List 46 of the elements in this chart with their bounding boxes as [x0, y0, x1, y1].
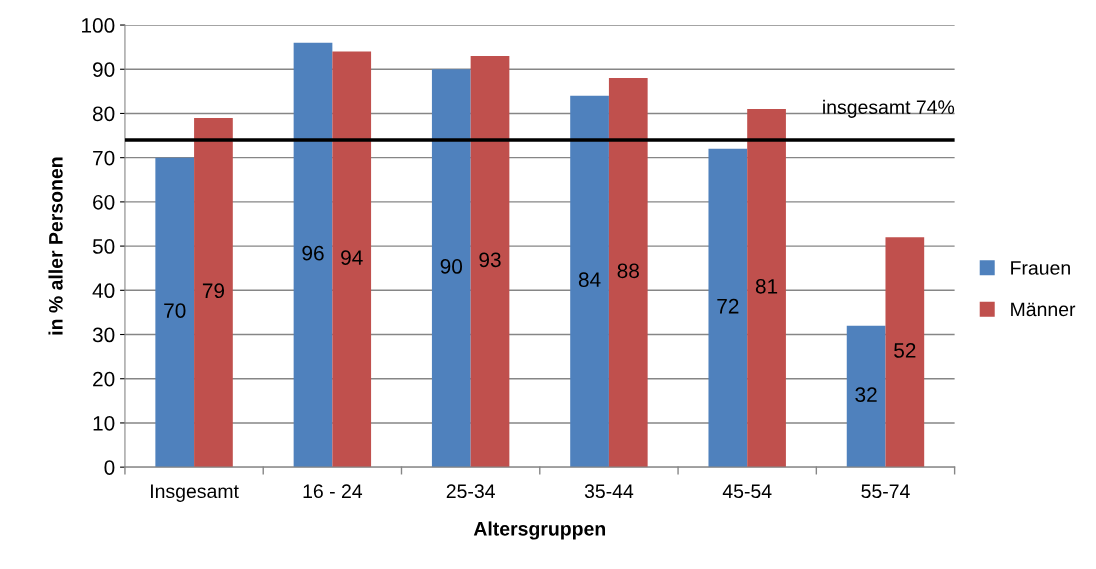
- data-label: 70: [164, 303, 186, 318]
- legend-label: Frauen: [1011, 261, 1070, 275]
- y-tick-label: 70: [93, 150, 115, 166]
- ref-line-label: insgesamt 74%: [823, 99, 955, 118]
- y-tick-label: 30: [92, 327, 115, 343]
- data-label: 88: [617, 263, 639, 279]
- y-tick-label: 90: [93, 62, 115, 77]
- y-tick-label: 0: [104, 460, 115, 475]
- data-label: 81: [755, 278, 778, 294]
- x-tick-label: Insgesamt: [151, 484, 239, 502]
- bar: [293, 42, 333, 468]
- data-label: 72: [717, 298, 739, 314]
- data-label: 96: [302, 245, 324, 261]
- bar: [332, 51, 372, 468]
- bar: [608, 78, 648, 468]
- data-label: 79: [202, 283, 225, 299]
- bar: [846, 325, 886, 468]
- bar: [885, 237, 925, 468]
- y-tick-label: 100: [82, 18, 115, 33]
- bar: [431, 69, 471, 468]
- y-tick-label: 10: [93, 415, 115, 431]
- data-label: 93: [479, 252, 501, 268]
- y-tick-label: 50: [92, 239, 115, 254]
- x-tick-label: 25-34: [446, 484, 495, 499]
- bar: [155, 157, 195, 468]
- data-label: 52: [894, 343, 916, 358]
- bar: [570, 95, 609, 468]
- data-label: 32: [855, 387, 877, 402]
- x-tick-label: 55-74: [861, 484, 910, 499]
- y-tick-label: 80: [92, 106, 115, 122]
- bar: [708, 148, 748, 468]
- x-tick-label: 35-44: [584, 484, 634, 499]
- y-axis-title: in % aller Personen: [48, 157, 63, 335]
- x-tick-label: 16 - 24: [303, 484, 363, 499]
- y-tick-label: 40: [92, 283, 115, 299]
- x-axis-title: Altersgruppen: [473, 521, 606, 540]
- bar: [194, 117, 233, 468]
- y-tick-label: 20: [93, 371, 115, 387]
- data-label: 84: [578, 272, 601, 288]
- legend-label: Männer: [1011, 302, 1076, 317]
- x-tick-label: 45-54: [722, 484, 772, 499]
- y-tick-label: 60: [93, 194, 115, 210]
- bar: [747, 109, 786, 468]
- data-label: 90: [440, 259, 463, 274]
- bar: [470, 55, 510, 468]
- data-label: 94: [341, 250, 363, 265]
